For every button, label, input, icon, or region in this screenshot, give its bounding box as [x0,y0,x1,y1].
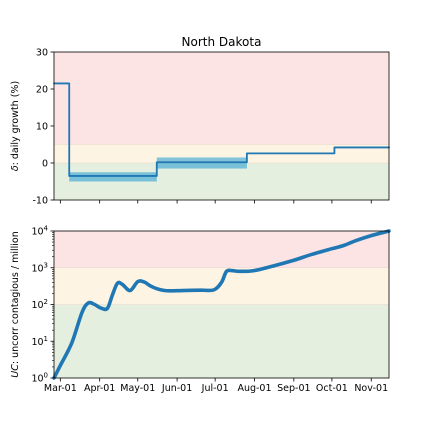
y-tick-label: 20 [36,85,48,96]
y-tick-label: 104 [31,225,48,238]
x-tick-label: May-01 [120,383,155,394]
contagious-series [52,229,391,380]
growth-series [53,82,390,177]
contagious-threshold-bands [54,231,389,378]
growth-panel: -10 0 10 20 30 North Dakota δ: daily growth … [10,35,390,207]
x-tick-label: Sep-01 [277,383,310,394]
threshold-band-2 [54,304,389,378]
y-tick-label: 10 [36,122,48,133]
threshold-band-0 [54,231,389,268]
y-tick-label: 103 [31,261,48,274]
x-tick-label: Nov-01 [354,383,388,394]
x-tick-label: Aug-01 [237,383,271,394]
threshold-band-1 [54,144,389,163]
y-tick-exponent: 4 [44,225,49,233]
y-tick-label: 30 [36,48,48,59]
contagious-y-axis-label-symbol: UC [10,364,21,378]
series-line-0 [53,82,390,177]
y-tick-label: 0 [42,159,48,170]
threshold-band-1 [54,267,389,305]
y-tick-exponent: 0 [44,372,48,380]
y-tick-exponent: 3 [44,261,48,269]
y-tick-base: 10 [31,374,43,385]
x-tick-label: Apr-01 [84,383,115,394]
series-line-0 [52,229,391,380]
x-tick-label: Mar-01 [44,383,77,394]
y-tick-base: 10 [31,337,43,348]
x-tick-label: Jun-01 [161,383,192,394]
y-tick-base: 10 [31,227,43,238]
y-tick-label: 102 [31,298,48,311]
contagious-y-axis-label-text: : uncorr contagious / million [10,231,21,364]
x-tick-label: Oct-01 [316,383,348,394]
y-tick-base: 10 [31,263,43,274]
growth-y-axis-label-symbol: δ [10,165,21,171]
y-tick-exponent: 2 [44,298,48,306]
y-tick-label: -10 [32,196,48,207]
uncertainty-band-0 [69,172,157,182]
y-tick-label: 101 [31,335,48,348]
chart-title: North Dakota [182,35,262,49]
contagious-y-axis-label: UC: uncorr contagious / million [10,231,21,378]
x-tick-label: Jul-01 [201,383,229,394]
y-tick-exponent: 1 [44,335,48,343]
y-tick-label: 100 [31,372,48,385]
growth-y-axis-label-text: : daily growth (%) [10,81,21,166]
contagious-x-ticks: Mar-01 Apr-01 May-01 Jun-01 Jul-01 Aug-01 Sep-… [44,378,388,394]
growth-x-ticks [59,200,372,204]
threshold-band-0 [54,52,389,145]
growth-y-axis-label: δ: daily growth (%) [10,81,21,171]
y-tick-base: 10 [31,300,43,311]
growth-y-ticks: -10 0 10 20 30 [32,48,54,207]
